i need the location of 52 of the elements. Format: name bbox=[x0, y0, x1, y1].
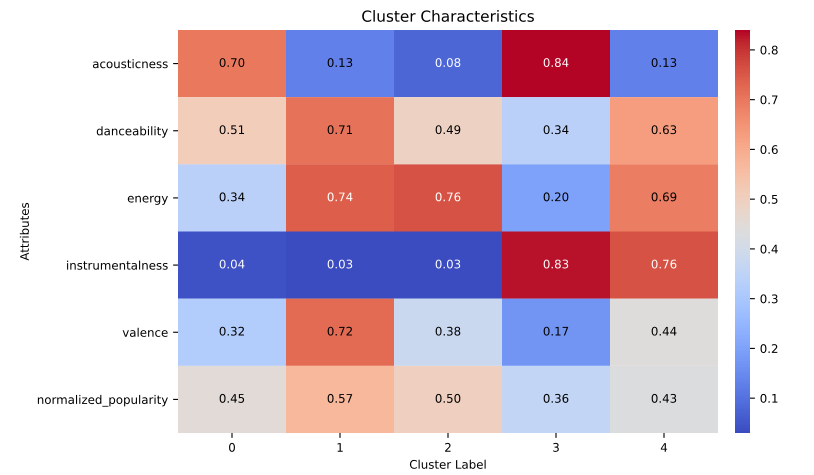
data-label: 0.43 bbox=[652, 394, 676, 403]
data-label: 0.63 bbox=[652, 125, 676, 134]
y-tick-label: normalized_popularity bbox=[38, 394, 168, 407]
y-tick-label: acousticness bbox=[92, 59, 168, 68]
data-label: 0.44 bbox=[652, 326, 676, 336]
data-label: 0.76 bbox=[436, 192, 460, 202]
data-label: 0.03 bbox=[436, 260, 460, 269]
color-bar-label: 0.8 bbox=[760, 46, 778, 55]
data-label: 0.69 bbox=[652, 192, 676, 202]
color-bar-label: 0.1 bbox=[760, 394, 778, 403]
data-label: 0.84 bbox=[544, 58, 568, 68]
data-label: 0.17 bbox=[544, 326, 568, 336]
color-bar-label: 0.7 bbox=[760, 95, 778, 104]
data-label: 0.83 bbox=[544, 260, 568, 269]
data-label: 0.51 bbox=[220, 125, 244, 134]
color-bar-label: 0.4 bbox=[760, 244, 778, 254]
y-tick-label: valence bbox=[122, 328, 168, 337]
data-label: 0.57 bbox=[328, 394, 352, 403]
data-label: 0.34 bbox=[544, 125, 568, 134]
data-label: 0.45 bbox=[220, 394, 244, 403]
color-bar-label: 0.2 bbox=[760, 344, 778, 354]
y-tick-label: energy bbox=[128, 196, 168, 205]
color-bar-label: 0.5 bbox=[760, 194, 778, 204]
x-tick-label: 2 bbox=[445, 442, 451, 452]
data-label: 0.13 bbox=[328, 58, 352, 68]
data-label: 0.34 bbox=[220, 192, 244, 202]
data-label: 0.50 bbox=[436, 394, 460, 403]
data-label: 0.20 bbox=[544, 192, 568, 202]
data-label: 0.04 bbox=[220, 260, 244, 269]
chart-title: Cluster Characteristics bbox=[362, 10, 534, 22]
y-tick-label: instrumentalness bbox=[67, 260, 168, 270]
x-tick-label: 1 bbox=[338, 443, 343, 452]
data-label: 0.74 bbox=[328, 192, 352, 202]
color-bar-label: 0.3 bbox=[760, 294, 778, 304]
data-label: 0.36 bbox=[544, 394, 568, 403]
x-tick-label: 3 bbox=[553, 442, 559, 452]
data-label: 0.08 bbox=[436, 58, 460, 68]
data-label: 0.72 bbox=[328, 326, 352, 336]
data-label: 0.71 bbox=[328, 125, 352, 134]
data-label: 0.49 bbox=[436, 125, 460, 134]
data-label: 0.13 bbox=[652, 58, 676, 68]
x-tick-label: 0 bbox=[229, 442, 235, 452]
x-tick-label: 4 bbox=[660, 443, 668, 452]
color-bar-label: 0.6 bbox=[760, 145, 778, 154]
y-axis-title: Attributes bbox=[20, 202, 29, 261]
data-label: 0.38 bbox=[436, 326, 460, 336]
y-tick-label: danceability bbox=[96, 126, 168, 138]
data-label: 0.03 bbox=[328, 260, 352, 269]
data-label: 0.76 bbox=[652, 260, 676, 269]
data-label: 0.70 bbox=[220, 58, 244, 68]
data-label: 0.32 bbox=[220, 326, 244, 336]
x-axis-title: Cluster Label bbox=[410, 460, 486, 469]
